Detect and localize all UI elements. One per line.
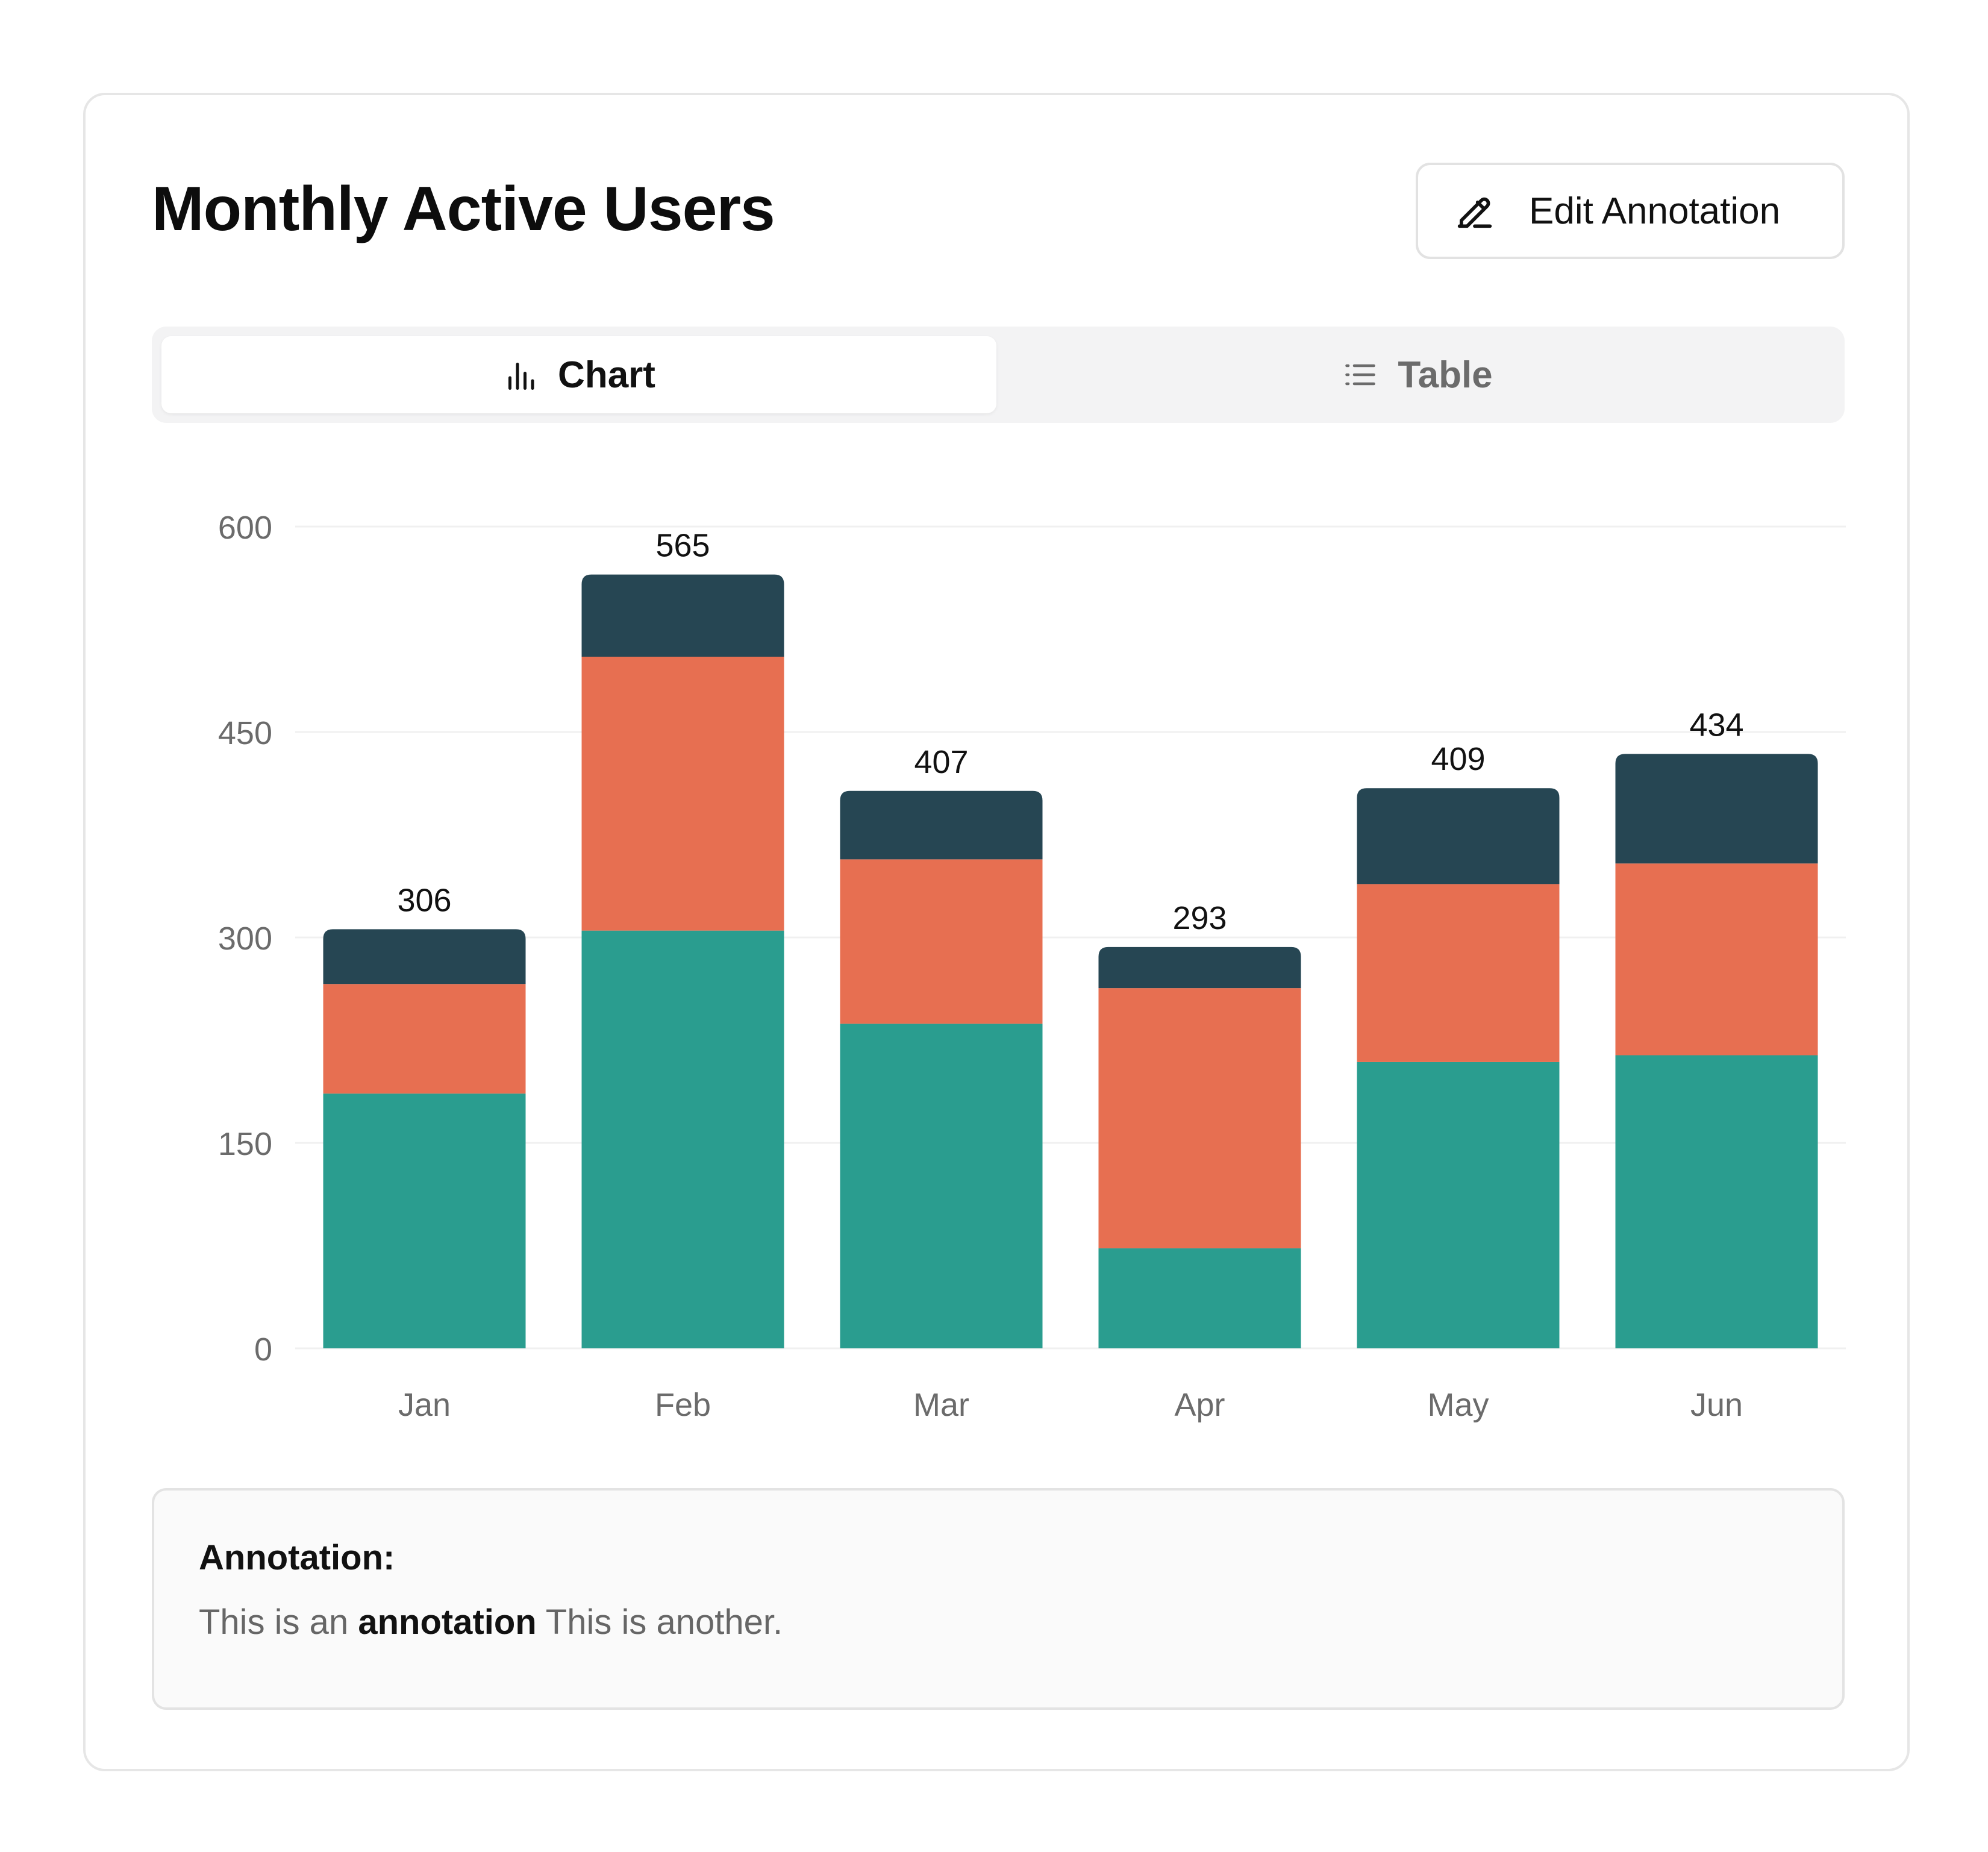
- x-tick-label: Apr: [1174, 1387, 1225, 1423]
- bar-total-label: 434: [1689, 707, 1743, 743]
- bar-segment: [1098, 988, 1301, 1249]
- y-tick-label: 600: [218, 510, 272, 546]
- bar-segment: [323, 984, 526, 1094]
- bar-segment: [323, 929, 526, 984]
- tab-table[interactable]: Table: [1000, 336, 1835, 413]
- y-tick-label: 150: [218, 1126, 272, 1162]
- tab-chart-label: Chart: [558, 354, 655, 396]
- bar-total-label: 407: [914, 744, 968, 780]
- tab-table-label: Table: [1398, 354, 1493, 396]
- bar-segment: [1615, 863, 1818, 1056]
- annotation-text: This is an annotation This is another.: [199, 1602, 1842, 1642]
- y-tick-label: 450: [218, 715, 272, 751]
- bar-segment: [1615, 754, 1818, 864]
- annotation-text-bold: annotation: [358, 1603, 537, 1642]
- y-tick-label: 0: [254, 1331, 272, 1368]
- bar-segment: [840, 859, 1043, 1024]
- bar-segment: [1615, 1055, 1818, 1348]
- bar-total-label: 409: [1431, 741, 1485, 777]
- bar-total-label: 306: [397, 882, 451, 918]
- x-tick-label: Jan: [398, 1387, 451, 1423]
- view-tabs: Chart Table: [152, 327, 1845, 423]
- x-tick-label: Mar: [913, 1387, 969, 1423]
- bar-segment: [581, 656, 784, 931]
- bar-chart-icon: [508, 363, 534, 390]
- x-tick-label: May: [1427, 1387, 1489, 1423]
- bar-segment: [1098, 1248, 1301, 1348]
- annotation-box: Annotation: This is an annotation This i…: [152, 1488, 1845, 1710]
- tab-chart[interactable]: Chart: [161, 336, 996, 413]
- bar-segment: [1357, 788, 1560, 884]
- x-tick-label: Jun: [1690, 1387, 1743, 1423]
- edit-annotation-label: Edit Annotation: [1529, 190, 1781, 232]
- bar-segment: [581, 574, 784, 657]
- bar-segment: [1357, 884, 1560, 1062]
- annotation-text-after: This is another.: [536, 1603, 783, 1642]
- card-title: Monthly Active Users: [152, 174, 775, 244]
- bar-segment: [840, 790, 1043, 860]
- stacked-bar-chart: 0 150 300 450 600 306 Jan 565 Feb 407 Mar 293 Apr 409…: [218, 510, 1846, 1423]
- list-icon: [1345, 364, 1376, 386]
- chart-card: Monthly Active Users Edit Annotation Cha…: [83, 93, 1910, 1771]
- edit-annotation-button[interactable]: Edit Annotation: [1416, 163, 1845, 259]
- annotation-title: Annotation:: [199, 1538, 395, 1577]
- y-tick-label: 300: [218, 921, 272, 957]
- bar-segment: [1357, 1062, 1560, 1348]
- bar-total-label: 293: [1172, 900, 1227, 936]
- bar-total-label: 565: [655, 528, 710, 564]
- x-tick-label: Feb: [655, 1387, 711, 1423]
- bar-segment: [581, 930, 784, 1348]
- chart-area: 0 150 300 450 600 306 Jan 565 Feb 407 Mar 293 Apr 409…: [86, 95, 1912, 1774]
- annotation-text-before: This is an: [199, 1603, 358, 1642]
- bar-segment: [1098, 946, 1301, 989]
- bar-segment: [840, 1024, 1043, 1348]
- pencil-icon: [1457, 197, 1492, 228]
- bar-segment: [323, 1093, 526, 1348]
